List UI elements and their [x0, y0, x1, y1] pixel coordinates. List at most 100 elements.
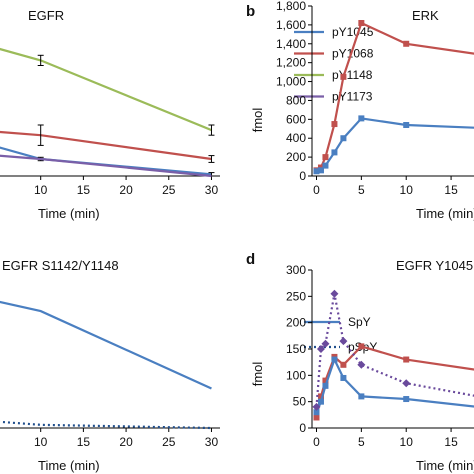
legend-label: SpY	[348, 315, 371, 329]
y-tick-label: 1,600	[276, 18, 306, 32]
x-tick-label: 30	[205, 183, 219, 197]
chart-title: EGFR Y1045	[396, 258, 473, 273]
x-tick-label: 0	[313, 183, 320, 197]
x-tick-label: 10	[34, 435, 48, 449]
data-point	[316, 345, 325, 353]
x-axis-title: Time (min)	[38, 206, 100, 221]
data-point	[402, 379, 411, 388]
y-tick-label: 1,400	[276, 37, 306, 51]
data-point	[322, 377, 329, 384]
data-point	[321, 339, 330, 348]
y-tick-label: 300	[286, 263, 306, 277]
series-line	[0, 47, 212, 132]
y-tick-label: 250	[286, 289, 306, 303]
x-tick-label: 15	[77, 183, 91, 197]
x-tick-label: 30	[205, 435, 219, 449]
x-tick-label: 10	[400, 435, 414, 449]
x-tick-label: 10	[400, 183, 414, 197]
y-tick-label: 150	[286, 342, 306, 356]
x-axis-title: Time (min)	[416, 206, 474, 221]
legend-label: pY1068	[332, 47, 374, 61]
x-tick-label: 25	[162, 435, 176, 449]
series-line	[0, 146, 212, 176]
data-point	[403, 40, 410, 47]
data-point	[322, 154, 329, 161]
data-point	[358, 20, 365, 26]
chart-title: ERK	[412, 8, 439, 23]
data-point	[313, 168, 320, 175]
data-point	[317, 398, 324, 405]
series-line	[0, 154, 212, 178]
panel-label: b	[246, 3, 255, 20]
x-tick-label: 20	[119, 183, 133, 197]
y-tick-label: 0	[299, 169, 306, 183]
data-point	[317, 167, 324, 174]
x-axis-title: Time (min)	[416, 458, 474, 473]
data-point	[357, 360, 366, 369]
series-line	[316, 117, 474, 173]
x-tick-label: 0	[313, 435, 320, 449]
x-tick-label: 5	[358, 183, 365, 197]
y-axis-title: fmol	[250, 362, 265, 387]
data-point	[403, 396, 410, 403]
series-line	[315, 21, 474, 172]
data-point	[317, 393, 324, 400]
series-line	[315, 293, 474, 408]
x-tick-label: 25	[162, 183, 176, 197]
y-tick-label: 800	[286, 93, 306, 107]
series-line	[0, 420, 212, 430]
data-point	[403, 356, 410, 363]
data-point	[358, 343, 365, 350]
data-point	[331, 149, 338, 156]
y-tick-label: 1,800	[276, 0, 306, 13]
x-tick-label: 15	[77, 435, 91, 449]
legend-label: pY1148	[332, 68, 373, 82]
chart-title: EGFR S1142/Y1148	[2, 258, 119, 273]
y-tick-label: 600	[286, 112, 306, 126]
data-point	[322, 382, 329, 389]
y-tick-label: 400	[286, 131, 306, 145]
legend-label: pY1045	[332, 25, 374, 39]
chart-0: 10 15 20 25 30 EGFR Time (min) pY1045 pY1068 pY11…	[0, 8, 374, 221]
data-point	[313, 414, 320, 421]
data-point	[340, 374, 347, 381]
data-point	[322, 162, 329, 169]
x-axis-title: Time (min)	[38, 458, 100, 473]
data-point	[403, 122, 410, 128]
x-tick-label: 20	[119, 435, 133, 449]
y-tick-label: 200	[286, 150, 306, 164]
chart-title: EGFR	[28, 8, 64, 23]
x-tick-label: 15	[444, 183, 458, 197]
series-line	[0, 130, 212, 161]
y-tick-label: 1,200	[276, 56, 306, 70]
data-point	[340, 361, 347, 368]
data-point	[331, 356, 338, 363]
y-tick-label: 0	[299, 421, 306, 435]
panel-label: d	[246, 251, 255, 268]
x-tick-label: 15	[444, 435, 458, 449]
y-tick-label: 100	[286, 368, 306, 382]
data-point	[313, 409, 320, 416]
series-line	[315, 345, 474, 418]
data-point	[330, 289, 339, 298]
y-tick-label: 50	[293, 395, 307, 409]
data-point	[358, 115, 365, 122]
y-axis-title: fmol	[250, 108, 265, 133]
data-point	[358, 393, 365, 400]
x-tick-label: 5	[358, 435, 365, 449]
chart-1: 0 5 10 15 0 200 400 600 800 1,000 1,200 1,400 1,600 1…	[246, 0, 474, 221]
data-point	[331, 121, 338, 128]
y-tick-label: 200	[286, 316, 306, 330]
x-tick-label: 10	[34, 183, 48, 197]
data-point	[312, 402, 321, 411]
legend-label: pY1173	[332, 90, 373, 104]
data-point	[340, 135, 347, 142]
data-point	[339, 337, 348, 346]
series-line	[0, 300, 212, 390]
series-line	[315, 356, 474, 413]
y-tick-label: 1,000	[276, 75, 306, 89]
data-point	[340, 73, 347, 80]
